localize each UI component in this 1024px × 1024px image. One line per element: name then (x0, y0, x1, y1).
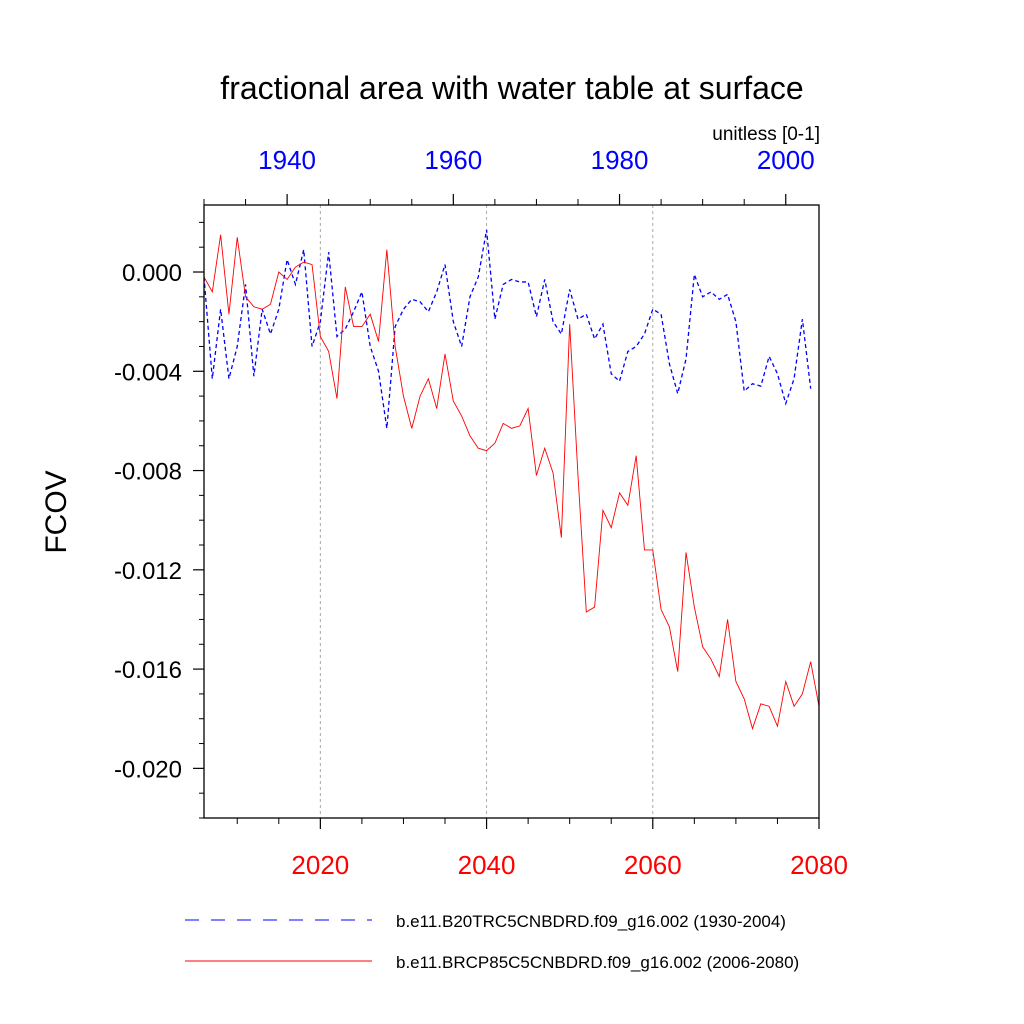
legend: b.e11.B20TRC5CNBDRD.f09_g16.002 (1930-20… (185, 912, 799, 972)
bottom-tick-label: 2060 (624, 850, 682, 880)
y-axis-label: FCOV (40, 470, 73, 553)
series-line-rcp85 (204, 234, 819, 731)
top-tick-label: 2000 (757, 145, 815, 175)
bottom-tick-label: 2020 (291, 850, 349, 880)
top-tick-label: 1940 (258, 145, 316, 175)
minor-ticks (199, 199, 778, 824)
series-layer (204, 229, 819, 731)
reference-gridlines (319, 205, 654, 818)
y-tick-label: 0.000 (122, 260, 182, 287)
bottom-tick-label: 2080 (790, 850, 848, 880)
bottom-x-axis: 2020 2040 2060 2080 (291, 818, 848, 880)
legend-label: b.e11.BRCP85C5CNBDRD.f09_g16.002 (2006-2… (396, 953, 799, 972)
top-x-axis: 1940 1960 1980 2000 (258, 145, 815, 205)
bottom-tick-label: 2040 (458, 850, 516, 880)
y-tick-label: -0.008 (114, 459, 182, 486)
units-label: unitless [0-1] (712, 124, 820, 145)
top-tick-label: 1980 (591, 145, 649, 175)
y-tick-label: -0.004 (114, 359, 182, 386)
plot-frame (203, 204, 820, 819)
legend-label: b.e11.B20TRC5CNBDRD.f09_g16.002 (1930-20… (396, 912, 786, 931)
chart-title: fractional area with water table at surf… (220, 70, 803, 106)
top-tick-label: 1960 (424, 145, 482, 175)
series-line-historical (204, 229, 812, 429)
y-tick-label: -0.016 (114, 657, 182, 684)
y-tick-label: -0.012 (114, 558, 182, 585)
y-tick-label: -0.020 (114, 756, 182, 783)
y-axis: 0.000 -0.004 -0.008 -0.012 -0.016 -0.020 (114, 260, 204, 783)
